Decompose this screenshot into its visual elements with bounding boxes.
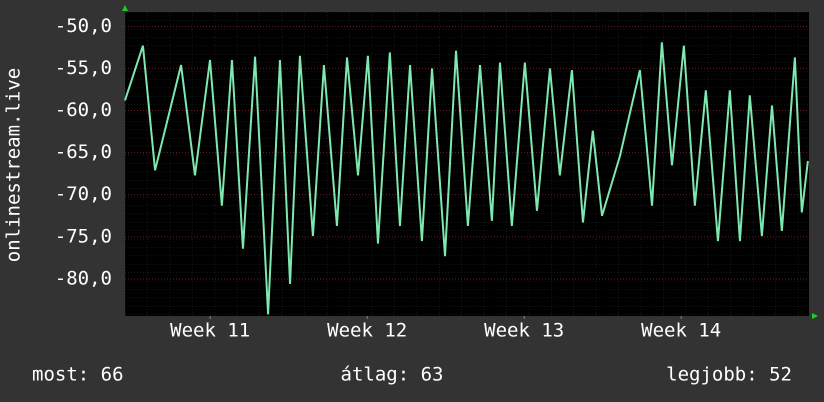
series-line bbox=[124, 42, 809, 315]
x-tick-label: Week 14 bbox=[641, 320, 721, 342]
y-tick-label: -70,0 bbox=[55, 183, 112, 205]
y-tick-label: -75,0 bbox=[55, 225, 112, 247]
x-tick-label: Week 12 bbox=[327, 320, 407, 342]
y-tick-label: -55,0 bbox=[55, 57, 112, 79]
stat: átlag: 63 bbox=[341, 364, 444, 386]
x-tick-label: Week 11 bbox=[170, 320, 250, 342]
x-tick-label: Week 13 bbox=[484, 320, 564, 342]
stat: most: 66 bbox=[32, 364, 124, 386]
y-tick-label: -65,0 bbox=[55, 141, 112, 163]
y-tick-label: -60,0 bbox=[55, 99, 112, 121]
y-tick-label: -80,0 bbox=[55, 267, 112, 289]
y-arrow bbox=[122, 5, 128, 11]
x-arrow bbox=[812, 313, 818, 319]
y-tick-label: -50,0 bbox=[55, 15, 112, 37]
stat: legjobb: 52 bbox=[666, 364, 792, 386]
minor-grid bbox=[125, 12, 809, 316]
y-axis-label: onlinestream.live bbox=[3, 68, 25, 262]
